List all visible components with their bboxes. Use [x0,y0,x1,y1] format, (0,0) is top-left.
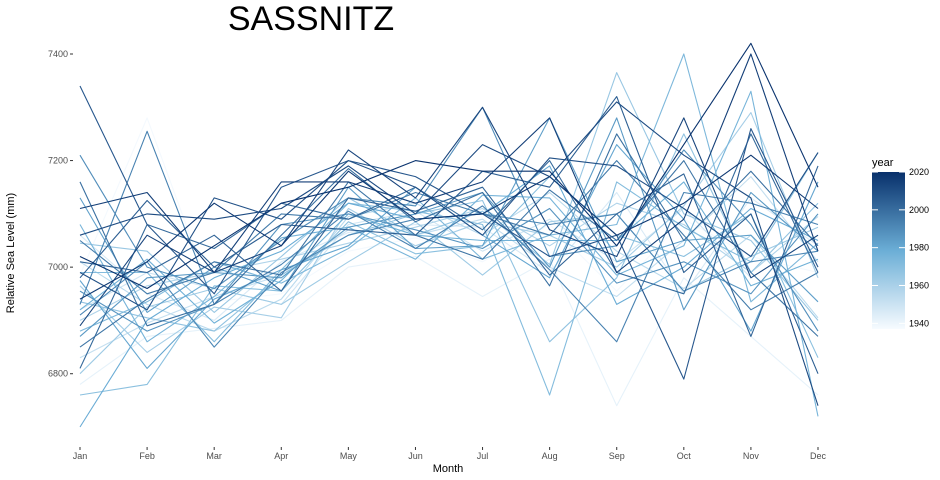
y-tick-label: 6800 [48,369,68,379]
x-tick-label: Jul [477,451,489,461]
x-tick-label: Mar [206,451,222,461]
legend-tick-label: 1940 [909,318,929,328]
y-tick-label: 7200 [48,156,68,166]
series-line-1983 [79,117,819,313]
series-line-1977 [79,181,819,324]
series-line-2001 [79,133,819,369]
series-line-2003 [79,165,819,337]
series-line-1999 [79,133,819,327]
x-tick-label: May [340,451,358,461]
y-tick-label: 7000 [48,262,68,272]
x-tick-label: Dec [810,451,827,461]
series-line-1981 [79,144,819,369]
series-line-2009 [79,152,819,311]
legend-tick-label: 2000 [909,205,929,215]
series-line-2007 [79,85,819,380]
series-line-1963 [79,213,819,375]
series-line-2019 [79,42,819,290]
series-line-1955 [79,191,819,332]
series-line-1997 [79,160,819,348]
series-line-2005 [79,96,819,374]
x-tick-label: Nov [743,451,760,461]
series-line-2011 [79,101,819,406]
y-axis: 6800 7000 7200 7400 [48,49,73,379]
legend-color-bar [872,172,905,329]
series-line-2015 [79,53,819,274]
legend-tick-label: 1960 [909,280,929,290]
series-line-2017 [79,154,819,300]
legend-title: year [872,157,894,169]
x-tick-label: Jan [73,451,88,461]
x-axis: Jan Feb Mar Apr May Jun Jul Aug Sep Oct Nov Dec [73,447,827,461]
legend-tick-label: 2020 [909,167,929,177]
legend-ticks: 1940 1960 1980 2000 2020 [872,167,929,328]
series-line-1971 [80,152,819,396]
series-line-1969 [79,176,819,396]
series-line-1946 [79,191,819,321]
y-axis-title: Relative Sea Level (mm) [5,193,17,313]
x-tick-label: Jun [408,451,423,461]
x-tick-label: Apr [274,451,288,461]
x-tick-label: Aug [542,451,558,461]
legend-tick-label: 1980 [909,243,929,253]
series-line-2013 [79,106,819,327]
x-tick-label: Sep [609,451,625,461]
x-tick-label: Feb [139,451,155,461]
x-axis-title: Month [433,463,464,475]
y-tick-label: 7400 [48,49,68,59]
year-legend: year 1940 1960 1980 2000 2020 [872,157,929,329]
x-tick-label: Oct [677,451,692,461]
series-lines [79,42,819,428]
chart-title: SASSNITZ [228,0,394,38]
series-line-1979 [79,165,819,428]
